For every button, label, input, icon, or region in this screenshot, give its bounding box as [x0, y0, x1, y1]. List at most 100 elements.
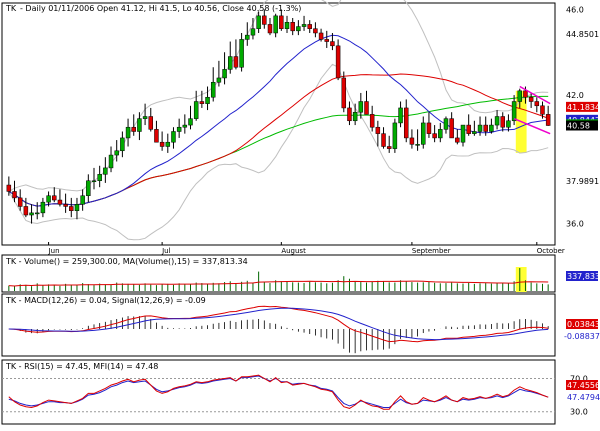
candle-body	[313, 28, 318, 34]
candle-body	[466, 124, 471, 134]
candle-body	[415, 144, 420, 146]
candle-body	[290, 22, 295, 32]
candle-body	[233, 56, 239, 68]
trendline-upper	[519, 85, 551, 105]
ma-blue-line	[8, 34, 549, 207]
candle-body	[364, 101, 369, 115]
candle-body	[91, 180, 97, 183]
x-axis-label: Jul	[161, 247, 171, 255]
candle-body	[57, 199, 63, 205]
rsi-marker-bg	[566, 380, 598, 390]
volume-highlight	[515, 267, 527, 292]
candle-body	[267, 24, 273, 34]
candle-body	[154, 129, 159, 143]
macd-signal-label: -0.08837	[564, 332, 600, 341]
candle-body	[455, 137, 460, 143]
candle-body	[199, 101, 205, 104]
candle-body	[40, 201, 46, 214]
header-info: - Daily 01/11/2006 Open 41.12, Hi 41.5, …	[20, 4, 301, 13]
macd-line	[8, 305, 549, 343]
candle-body	[369, 114, 375, 128]
candle-body	[534, 101, 540, 107]
candle-body	[301, 24, 307, 27]
candle-body	[494, 116, 500, 126]
volume-marker-bg	[566, 271, 598, 281]
x-axis-label: Jun	[48, 247, 60, 255]
candle-body	[12, 191, 17, 199]
candle-body	[262, 15, 267, 25]
candle-body	[6, 184, 12, 192]
candle-body	[438, 129, 443, 139]
candle-body	[245, 34, 250, 40]
candle-body	[472, 131, 477, 134]
candle-body	[375, 126, 381, 134]
candle-body	[97, 174, 102, 182]
price-tick-label: 42.0	[566, 91, 584, 100]
candle-body	[222, 69, 227, 79]
candle-body	[34, 212, 40, 215]
rsi-tick-label: 70.0	[570, 374, 588, 383]
price-tick-label: 36.0	[566, 220, 584, 229]
candle-body	[86, 180, 91, 196]
candle-body	[205, 96, 210, 104]
candle-body	[103, 167, 108, 175]
price-tick-label: 37.9891	[566, 177, 599, 186]
candle-body	[120, 137, 125, 152]
price-marker-bg	[566, 120, 598, 131]
candle-body	[352, 111, 358, 122]
x-axis-label: September	[412, 247, 451, 255]
candle-body	[324, 39, 329, 42]
x-axis-label: August	[281, 247, 306, 255]
candle-body	[403, 107, 409, 139]
rsi-line	[8, 374, 549, 410]
candle-body	[398, 107, 403, 124]
candle-body	[46, 195, 51, 203]
macd-marker-label: 0.03843	[567, 320, 600, 329]
price-panel	[1, 2, 556, 246]
mfi-marker-label: 47.4794	[567, 393, 600, 402]
candle-body	[489, 124, 494, 132]
candle-body	[125, 126, 131, 139]
candle-body	[23, 206, 29, 216]
candle-body	[358, 101, 364, 113]
candle-body	[148, 116, 154, 130]
volume-ma-line	[8, 280, 549, 287]
candle-body	[279, 15, 284, 29]
candle-body	[426, 122, 432, 134]
candle-body	[528, 96, 534, 102]
candle-body	[250, 28, 256, 36]
candle-body	[52, 195, 57, 201]
price-marker-label: 40.58	[567, 121, 590, 130]
candle-body	[335, 45, 341, 79]
candle-body	[409, 137, 415, 145]
candle-body	[386, 146, 392, 149]
candle-body	[193, 101, 199, 119]
macd-label: TK - MACD(12,26) = 0.04, Signal(12,26,9)…	[5, 296, 206, 305]
candle-body	[523, 90, 528, 98]
candle-body	[216, 77, 222, 83]
rsi-panel	[1, 359, 556, 425]
candle-body	[449, 118, 454, 139]
candle-body	[239, 39, 244, 68]
macd-signal-line	[8, 307, 549, 341]
candle-body	[545, 114, 551, 126]
candle-body	[228, 56, 233, 70]
volume-marker-label: 337,833	[567, 272, 600, 281]
candle-body	[29, 212, 34, 216]
candle-body	[483, 124, 488, 132]
price-marker-bg	[566, 101, 598, 112]
volume-label: TK - Volume() = 259,300.00, MA(Volume(),…	[5, 257, 248, 266]
candle-body	[256, 15, 261, 29]
candle-body	[165, 141, 171, 147]
price-tick-label: 44.8501	[566, 30, 599, 39]
candle-body	[392, 122, 398, 149]
candle-body	[210, 81, 216, 98]
candle-body	[63, 204, 68, 207]
bollinger-lower	[8, 63, 549, 241]
candle-body	[517, 90, 523, 102]
candle-body	[460, 124, 466, 143]
x-axis-label: October	[537, 247, 565, 255]
candle-body	[114, 150, 119, 156]
